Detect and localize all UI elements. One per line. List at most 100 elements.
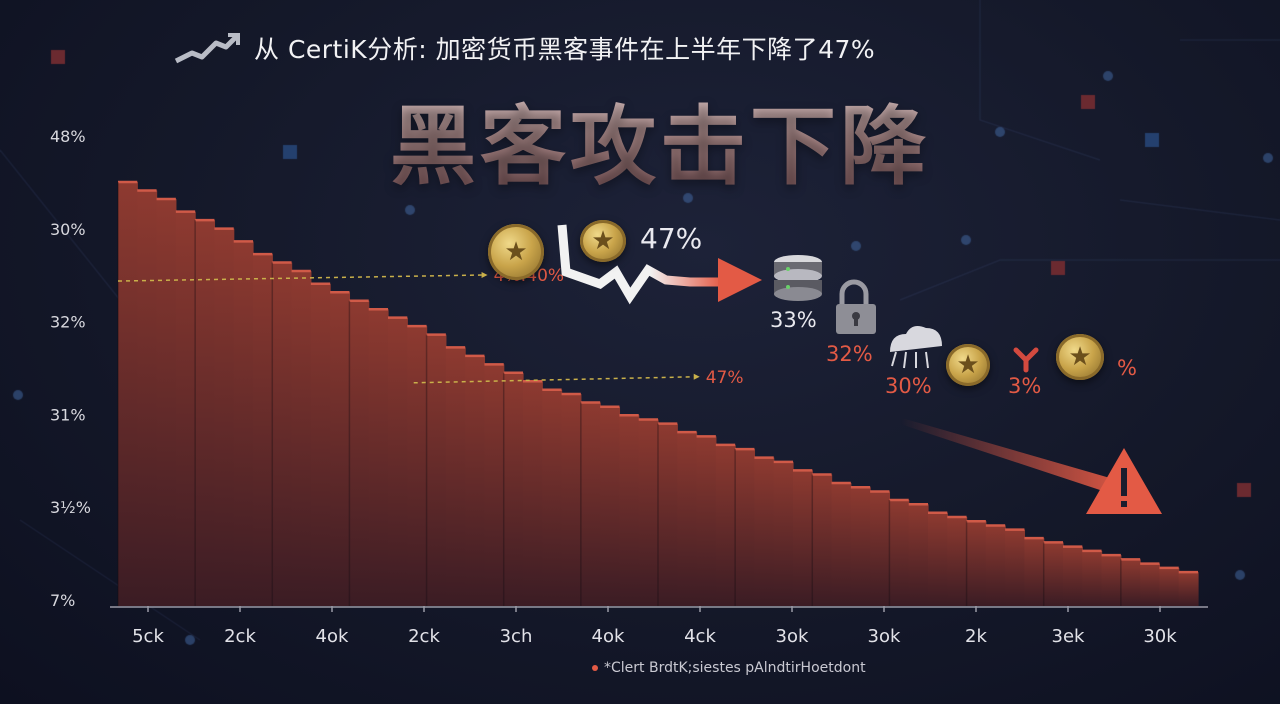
y-tick-label: 7% — [50, 591, 75, 610]
coin-icon: ★ — [580, 220, 626, 262]
area-step — [1101, 555, 1122, 606]
area-step — [619, 415, 640, 606]
coin-icon: ★ — [946, 344, 990, 386]
area-step — [137, 190, 158, 607]
area-step — [272, 262, 293, 606]
lock-value: 32% — [826, 342, 873, 366]
trend-arrow — [557, 224, 722, 305]
area-step — [754, 457, 775, 606]
area-step — [928, 512, 948, 606]
area-step — [542, 389, 563, 606]
annotation-arrowhead — [481, 272, 488, 279]
area-step — [985, 525, 1006, 606]
header: 从 CertiK分析: 加密货币黑客事件在上半年下降了47% — [172, 28, 875, 68]
area-step — [523, 381, 543, 606]
area-step — [291, 271, 312, 606]
area-step — [812, 474, 833, 606]
area-step — [831, 483, 852, 606]
x-tick-label: 2ck — [408, 626, 440, 647]
area-step — [793, 470, 813, 606]
y-tick-label: 30% — [50, 220, 86, 239]
coin-icon: ★ — [1056, 334, 1104, 380]
coin-value: % — [1117, 356, 1137, 380]
server-value: 33% — [770, 308, 817, 332]
x-tick-label: 2k — [965, 626, 987, 647]
chip-icon — [890, 326, 942, 369]
y-tick-label: 31% — [50, 405, 86, 424]
area-step — [253, 254, 273, 606]
area-step — [850, 487, 871, 606]
area-step — [214, 228, 235, 606]
area-step — [870, 491, 891, 606]
x-tick-label: 3ek — [1052, 626, 1086, 647]
trend-value: 47% — [640, 222, 703, 255]
annotation-line — [413, 376, 694, 384]
chart-trend-icon — [174, 33, 240, 64]
area-step — [1140, 563, 1161, 606]
area-step — [638, 419, 659, 606]
x-tick-label: 4ok — [316, 626, 349, 647]
source-note: *Clert BrdtK;siestes pAlndtirHoetdont — [592, 660, 866, 676]
area-step — [658, 423, 678, 606]
down-arrow — [900, 418, 1110, 492]
trend-arrow-head — [718, 258, 762, 302]
area-step — [465, 355, 486, 606]
area-step — [735, 449, 756, 606]
x-tick-label: 3ok — [868, 626, 901, 647]
area-step — [484, 364, 505, 606]
warning-icon — [1086, 448, 1162, 514]
area-step — [1159, 567, 1180, 606]
area-step — [1043, 542, 1064, 606]
area-step — [349, 300, 370, 606]
area-step — [908, 504, 929, 606]
x-tick-label: 3ok — [776, 626, 809, 647]
area-step — [715, 444, 736, 606]
x-tick-label: 4ck — [684, 626, 716, 647]
y-tick-label: 3½% — [50, 498, 91, 517]
area-step — [445, 347, 466, 606]
area-step — [368, 309, 389, 606]
area-step — [696, 436, 717, 606]
area-step — [175, 211, 196, 606]
source-text: *Clert BrdtK;siestes pAlndtirHoetdont — [604, 660, 866, 676]
area-step — [1063, 546, 1083, 606]
area-step — [330, 292, 351, 606]
area-step — [503, 372, 524, 606]
area-step — [156, 198, 177, 606]
annotation-label: 47% — [706, 368, 744, 388]
link-icon — [1013, 347, 1039, 373]
area-step — [1178, 572, 1199, 606]
area-step — [773, 461, 794, 606]
area-step — [388, 317, 408, 606]
area-step — [118, 182, 138, 606]
headline: 黑客攻击下降 — [390, 76, 930, 201]
annotation-arrowhead — [693, 373, 700, 380]
area-step — [195, 220, 216, 606]
area-step — [407, 326, 428, 606]
area-step — [310, 283, 331, 606]
lock-icon — [836, 279, 876, 334]
area-step — [426, 334, 447, 606]
area-step — [561, 394, 582, 606]
y-tick-label: 48% — [50, 127, 86, 146]
x-tick-label: 5ck — [132, 626, 164, 647]
area-step — [1024, 538, 1045, 606]
area-step — [600, 406, 621, 606]
chip-value: 30% — [885, 374, 932, 398]
area-step — [889, 500, 910, 606]
x-tick-label: 3ch — [500, 626, 533, 647]
area-step — [966, 521, 987, 606]
link-value: 3% — [1008, 374, 1042, 398]
coin-icon: ★ — [488, 224, 544, 280]
y-tick-label: 32% — [50, 313, 86, 332]
x-tick-label: 4ok — [592, 626, 625, 647]
page-title: 从 CertiK分析: 加密货币黑客事件在上半年下降了47% — [254, 35, 876, 64]
area-step — [1005, 529, 1026, 606]
area-step — [1082, 550, 1103, 606]
server-icon — [774, 255, 822, 301]
area-step — [1120, 559, 1141, 606]
x-tick-label: 2ck — [224, 626, 256, 647]
source-dot — [592, 665, 598, 671]
area-step — [580, 402, 601, 606]
